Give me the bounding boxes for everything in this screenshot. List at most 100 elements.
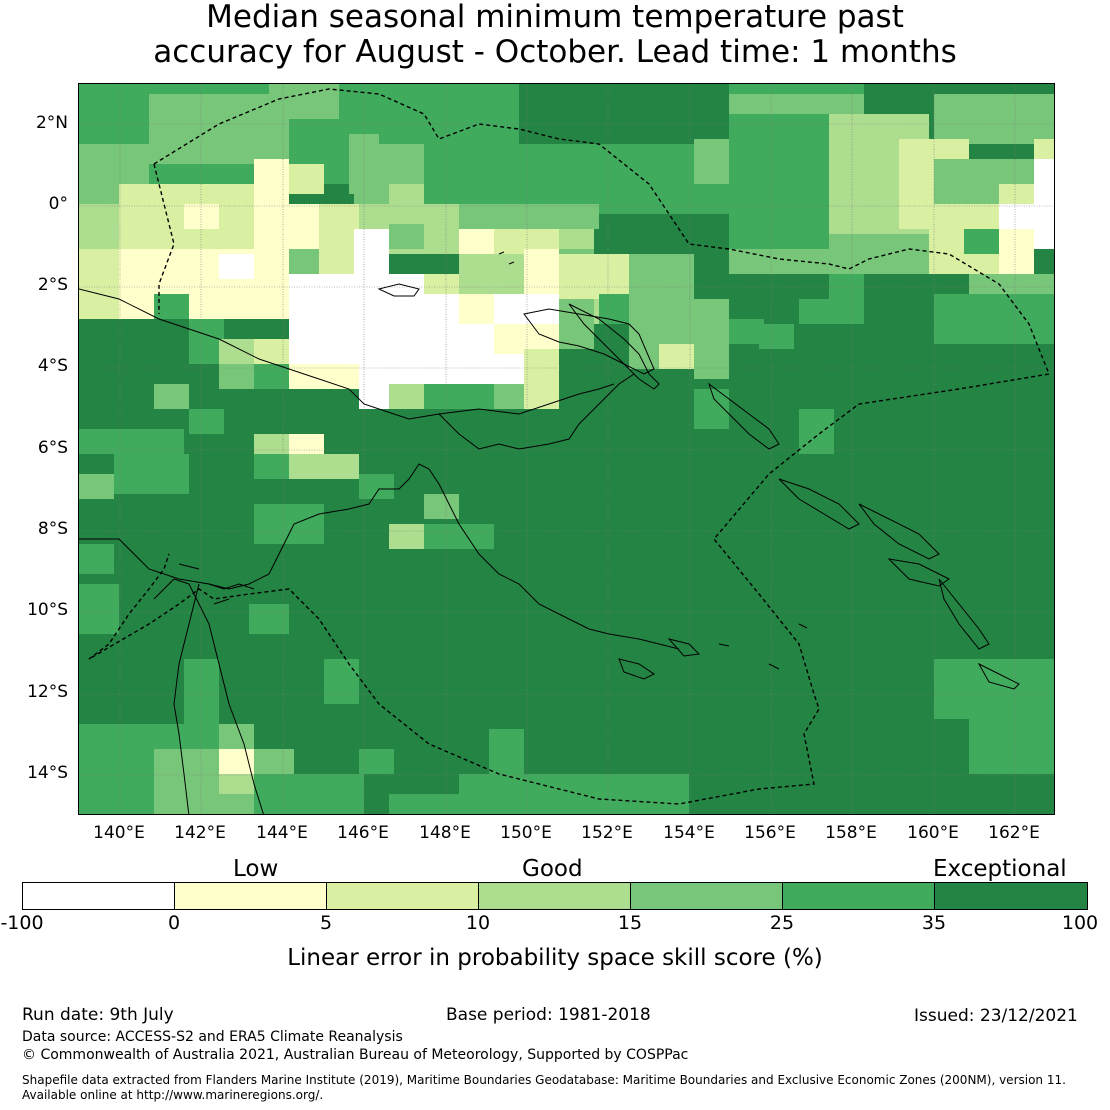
x-tick-label: 152°E bbox=[581, 823, 633, 843]
solomon-island-1 bbox=[778, 478, 860, 530]
grid-cell bbox=[359, 384, 389, 409]
grid-cell bbox=[294, 774, 364, 814]
grid-cell bbox=[359, 474, 394, 499]
solomon-island-5 bbox=[977, 662, 1020, 690]
y-tick-label: 10°S bbox=[27, 600, 68, 620]
x-tick-label: 144°E bbox=[256, 823, 308, 843]
australia-cape-york bbox=[153, 578, 264, 814]
base-period: Base period: 1981-2018 bbox=[446, 1005, 651, 1025]
colorbar-segment bbox=[935, 883, 1087, 909]
grid-cell bbox=[559, 299, 594, 349]
x-tick-label: 154°E bbox=[663, 823, 715, 843]
grid-cell bbox=[254, 204, 324, 254]
y-tick-label: 0° bbox=[48, 194, 68, 214]
issued-date: Issued: 23/12/2021 bbox=[914, 1006, 1078, 1026]
grid-cell bbox=[519, 84, 729, 144]
grid-cell bbox=[934, 659, 969, 719]
grid-cell bbox=[729, 249, 829, 274]
grid-cell bbox=[799, 299, 829, 324]
torres-islands bbox=[178, 563, 255, 605]
colorbar-segment bbox=[23, 883, 175, 909]
new-ireland bbox=[568, 303, 660, 390]
colorbar-tick: 100 bbox=[1061, 912, 1099, 934]
grid-cell bbox=[829, 234, 929, 274]
new-guinea-north-coast bbox=[79, 288, 615, 420]
grid-cell bbox=[459, 294, 494, 324]
grid-cell bbox=[154, 384, 189, 409]
colorbar-segment bbox=[631, 883, 783, 909]
grid-cell bbox=[184, 659, 219, 724]
grid-cell bbox=[324, 659, 359, 704]
colorbar-segment bbox=[327, 883, 479, 909]
grid-cell bbox=[694, 389, 729, 429]
grid-cell bbox=[389, 184, 424, 204]
grid-cell bbox=[254, 504, 324, 544]
small-islands bbox=[498, 251, 808, 670]
grid-cell bbox=[79, 474, 114, 499]
grid-cell bbox=[354, 254, 389, 279]
grid-cell bbox=[524, 249, 559, 294]
title-line-2: accuracy for August - October. Lead time… bbox=[153, 34, 957, 70]
copyright: © Commonwealth of Australia 2021, Austra… bbox=[22, 1047, 689, 1063]
colorbar-tick: 25 bbox=[769, 912, 795, 934]
colorbar-tick: 35 bbox=[921, 912, 947, 934]
eez-boundaries bbox=[88, 88, 1050, 805]
grid-cell bbox=[354, 229, 389, 254]
y-tick-label: 4°S bbox=[37, 356, 68, 376]
colorbar-segment bbox=[783, 883, 935, 909]
skill-score-map bbox=[78, 83, 1055, 815]
grid-cell bbox=[489, 729, 524, 774]
grid-cell bbox=[759, 324, 794, 349]
grid-cell bbox=[654, 774, 689, 814]
grid-cell bbox=[559, 254, 629, 299]
x-tick-label: 148°E bbox=[419, 823, 471, 843]
grid-cell bbox=[424, 294, 459, 324]
grid-cell bbox=[389, 224, 424, 249]
grid-cell bbox=[524, 364, 559, 409]
grid-cell bbox=[829, 274, 864, 324]
x-tick-label: 162°E bbox=[988, 823, 1040, 843]
coastlines bbox=[79, 251, 1020, 814]
grid-cell bbox=[934, 294, 1034, 344]
png-west-border bbox=[153, 163, 175, 314]
x-tick-label: 140°E bbox=[93, 823, 145, 843]
solomon-island-3 bbox=[887, 558, 950, 587]
papuan-peninsula bbox=[438, 373, 635, 450]
x-tick-label: 156°E bbox=[744, 823, 796, 843]
y-tick-label: 6°S bbox=[37, 438, 68, 458]
grid-cell bbox=[79, 204, 119, 254]
grid-cell bbox=[459, 254, 529, 294]
grid-cell bbox=[694, 139, 729, 184]
category-low: Low bbox=[233, 856, 279, 882]
grid-cell bbox=[999, 229, 1034, 274]
grid-cell bbox=[599, 294, 629, 324]
grid-cell bbox=[934, 94, 1054, 144]
grid-cell bbox=[459, 229, 494, 254]
grid-cell bbox=[79, 279, 119, 319]
new-britain bbox=[523, 308, 655, 375]
colorbar-segment bbox=[479, 883, 631, 909]
grid-cell bbox=[1034, 139, 1054, 159]
grid-cell bbox=[494, 384, 529, 409]
grid-cell bbox=[659, 344, 694, 369]
x-tick-label: 160°E bbox=[907, 823, 959, 843]
grid-cell bbox=[459, 204, 599, 229]
y-tick-label: 12°S bbox=[27, 682, 68, 702]
grid-cell bbox=[289, 164, 324, 194]
grid-cell bbox=[219, 254, 254, 279]
grid-cell bbox=[969, 729, 1054, 774]
grid-cell bbox=[79, 584, 119, 634]
grid-cell bbox=[219, 774, 254, 794]
grid-cell bbox=[729, 94, 869, 114]
graticule-lines bbox=[79, 84, 1054, 814]
grid-cell bbox=[254, 454, 289, 479]
x-tick-label: 142°E bbox=[174, 823, 226, 843]
run-date: Run date: 9th July bbox=[22, 1005, 174, 1025]
grid-cell bbox=[79, 544, 114, 574]
colorbar-tick: 5 bbox=[319, 912, 333, 934]
grid-cell bbox=[114, 454, 189, 494]
grid-cell bbox=[389, 524, 424, 549]
australia-east-coast bbox=[173, 583, 200, 814]
grid-cell bbox=[969, 274, 1054, 294]
grid-cell bbox=[189, 409, 224, 434]
